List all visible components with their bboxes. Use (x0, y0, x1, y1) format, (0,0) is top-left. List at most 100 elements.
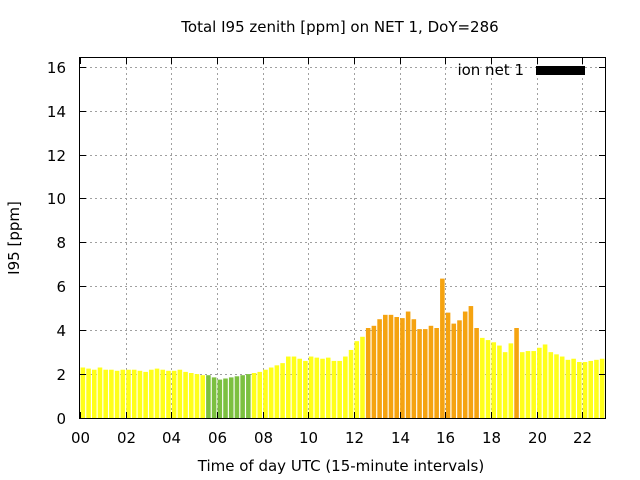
bar (360, 336, 365, 418)
y-tick-label: 0 (56, 410, 66, 428)
bar (599, 358, 605, 418)
x-tick-label: 02 (117, 429, 136, 447)
bar (303, 360, 308, 418)
y-tick-label: 16 (47, 59, 66, 77)
bar (462, 311, 468, 418)
x-tick-label: 16 (436, 429, 455, 447)
bar (337, 360, 342, 418)
bar (491, 342, 497, 418)
bar (514, 328, 519, 418)
y-tick-label: 8 (56, 234, 66, 252)
bar (314, 357, 320, 418)
bar (103, 369, 108, 418)
bar (485, 340, 491, 418)
plot-frame (79, 57, 606, 419)
x-axis-label: Time of day UTC (15-minute intervals) (197, 457, 484, 475)
bar (308, 356, 314, 418)
bar (171, 370, 177, 418)
bar (109, 369, 114, 418)
bar (268, 367, 274, 418)
bar (531, 351, 536, 418)
bar (154, 368, 160, 418)
legend-label: ion net 1 (457, 61, 524, 79)
bar (348, 349, 354, 418)
bar (480, 337, 485, 418)
bar (240, 375, 245, 418)
bar (457, 320, 462, 418)
bar (559, 356, 565, 418)
bar (211, 377, 217, 418)
bar (417, 329, 422, 418)
bar (405, 311, 411, 418)
bar (143, 371, 148, 418)
bar (440, 278, 445, 418)
bar (97, 367, 103, 418)
bar (274, 365, 280, 418)
bar (80, 367, 86, 418)
bar (365, 328, 371, 418)
bar (525, 351, 531, 418)
bar (223, 378, 228, 418)
bar (428, 325, 434, 418)
x-ticks: 00 02 04 06 08 10 12 14 16 18 20 22 (71, 58, 592, 447)
bar (451, 323, 457, 418)
y-tick-label: 4 (56, 322, 66, 340)
bar (320, 358, 325, 418)
x-tick-label: 06 (208, 429, 227, 447)
y-axis-label: I95 [ppm] (5, 201, 23, 275)
bar (257, 371, 263, 418)
bar (388, 314, 394, 418)
bar (297, 358, 302, 418)
bar (234, 376, 240, 418)
bar (251, 373, 257, 418)
x-tick-label: 20 (528, 429, 547, 447)
bar (246, 374, 251, 418)
x-tick-label: 12 (345, 429, 364, 447)
bar (434, 328, 439, 418)
legend-swatch (536, 66, 585, 75)
bars (80, 278, 605, 418)
y-ticks: 0 2 4 6 8 10 12 14 16 (47, 59, 605, 428)
x-tick-label: 18 (482, 429, 501, 447)
bar (371, 325, 377, 418)
bar (343, 356, 348, 418)
bar (577, 362, 582, 418)
x-tick-label: 14 (391, 429, 410, 447)
bar (565, 359, 571, 418)
bar (194, 374, 200, 418)
bar (519, 352, 525, 418)
bar (331, 360, 337, 418)
bar (131, 369, 137, 418)
chart-title: Total I95 zenith [ppm] on NET 1, DoY=286 (180, 18, 498, 36)
bar (325, 357, 331, 418)
bar (280, 363, 285, 418)
bar (286, 356, 291, 418)
x-tick-label: 00 (71, 429, 90, 447)
bar (354, 341, 360, 418)
bar (542, 344, 548, 418)
bar (582, 362, 588, 418)
bar (291, 356, 297, 418)
bar (474, 328, 479, 418)
bar (422, 329, 428, 418)
bar (571, 358, 576, 418)
x-tick-label: 08 (254, 429, 273, 447)
bar (594, 359, 599, 418)
bar (183, 371, 188, 418)
bar (206, 375, 211, 418)
bar (91, 369, 97, 418)
y-tick-label: 14 (47, 103, 66, 121)
bar (588, 360, 594, 418)
bar (497, 345, 502, 418)
x-tick-label: 10 (299, 429, 318, 447)
bar (120, 369, 126, 418)
bar (468, 306, 474, 418)
bar (508, 343, 514, 418)
bar (86, 368, 91, 418)
bar (160, 369, 166, 418)
bar (394, 317, 399, 418)
y-tick-label: 10 (47, 190, 66, 208)
bar (554, 354, 559, 418)
bar (445, 312, 451, 418)
